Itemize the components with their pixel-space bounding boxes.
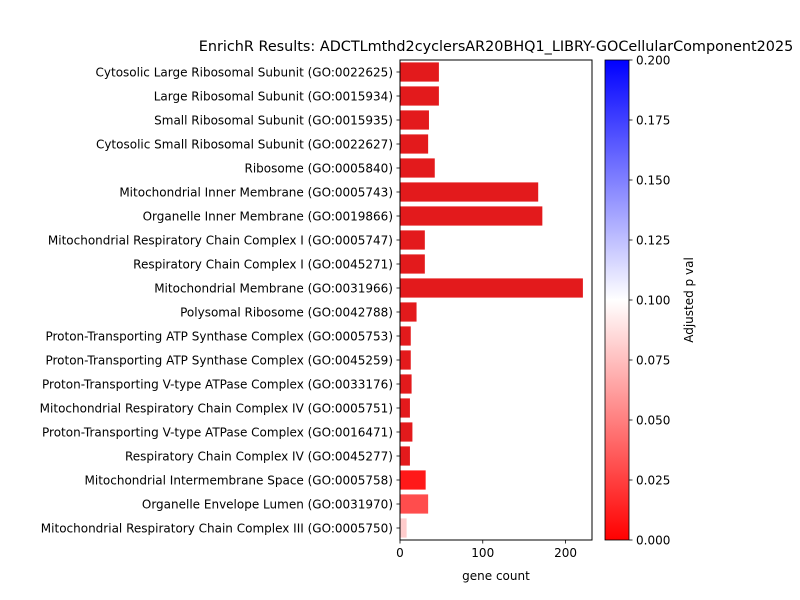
bar — [400, 230, 425, 250]
colorbar-tick-label: 0.075 — [636, 353, 670, 367]
bar — [400, 302, 417, 322]
bar — [400, 494, 429, 514]
x-tick-label: 100 — [471, 546, 494, 560]
colorbar-tick-label: 0.200 — [636, 53, 670, 67]
bar — [400, 278, 583, 298]
bar — [400, 62, 439, 82]
bar — [400, 470, 426, 490]
bar — [400, 350, 411, 370]
colorbar-label: Adjusted p val — [682, 257, 696, 343]
y-tick-label: Mitochondrial Inner Membrane (GO:0005743… — [119, 185, 393, 199]
bar — [400, 518, 407, 538]
bar — [400, 398, 410, 418]
y-tick-label: Small Ribosomal Subunit (GO:0015935) — [154, 113, 393, 127]
colorbar-tick-label: 0.025 — [636, 473, 670, 487]
colorbar-tick-label: 0.150 — [636, 173, 670, 187]
y-tick-label: Large Ribosomal Subunit (GO:0015934) — [154, 89, 393, 103]
y-tick-label: Cytosolic Small Ribosomal Subunit (GO:00… — [96, 137, 393, 151]
plot-frame — [399, 59, 593, 541]
y-tick-label: Organelle Envelope Lumen (GO:0031970) — [142, 497, 393, 511]
y-tick-label: Ribosome (GO:0005840) — [245, 161, 394, 175]
colorbar-tick-label: 0.050 — [636, 413, 670, 427]
y-tick-label: Proton-Transporting ATP Synthase Complex… — [45, 353, 393, 367]
bar — [400, 86, 439, 106]
bar — [400, 110, 429, 130]
bar — [400, 446, 410, 466]
bar — [400, 134, 429, 154]
x-tick-label: 200 — [554, 546, 577, 560]
y-tick-label: Respiratory Chain Complex I (GO:0045271) — [133, 257, 393, 271]
y-tick-label: Organelle Inner Membrane (GO:0019866) — [143, 209, 393, 223]
bar — [400, 254, 425, 274]
bars-group — [400, 62, 583, 538]
colorbar-tick-label: 0.125 — [636, 233, 670, 247]
bar — [400, 422, 413, 442]
bar — [400, 326, 411, 346]
colorbar — [604, 59, 630, 541]
colorbar-tick-label: 0.175 — [636, 113, 670, 127]
bar — [400, 374, 412, 394]
y-tick-label: Proton-Transporting ATP Synthase Complex… — [45, 329, 393, 343]
y-tick-label: Proton-Transporting V-type ATPase Comple… — [42, 377, 393, 391]
y-tick-label: Proton-Transporting V-type ATPase Comple… — [42, 425, 393, 439]
y-tick-label: Mitochondrial Membrane (GO:0031966) — [154, 281, 393, 295]
bar — [400, 206, 543, 226]
y-tick-label: Mitochondrial Respiratory Chain Complex … — [48, 233, 393, 247]
y-tick-label: Polysomal Ribosome (GO:0042788) — [180, 305, 393, 319]
bar — [400, 182, 539, 202]
y-tick-labels: Cytosolic Large Ribosomal Subunit (GO:00… — [40, 65, 400, 535]
colorbar-tick-label: 0.100 — [636, 293, 670, 307]
bar — [400, 158, 435, 178]
y-tick-label: Respiratory Chain Complex IV (GO:0045277… — [125, 449, 393, 463]
colorbar-ticks: 0.000 0.025 0.050 0.075 0.100 0.125 0.150 0.175… — [629, 53, 670, 547]
y-tick-label: Cytosolic Large Ribosomal Subunit (GO:00… — [96, 65, 393, 79]
x-tick-label: 0 — [396, 546, 404, 560]
x-axis-label: gene count — [462, 569, 530, 583]
colorbar-tick-label: 0.000 — [636, 533, 670, 547]
x-axis: 0 100 200 — [396, 540, 577, 560]
y-tick-label: Mitochondrial Respiratory Chain Complex … — [40, 401, 393, 415]
chart-title: EnrichR Results: ADCTLmthd2cyclersAR20BH… — [199, 39, 794, 55]
y-tick-label: Mitochondrial Respiratory Chain Complex … — [41, 521, 393, 535]
y-tick-label: Mitochondrial Intermembrane Space (GO:00… — [85, 473, 393, 487]
